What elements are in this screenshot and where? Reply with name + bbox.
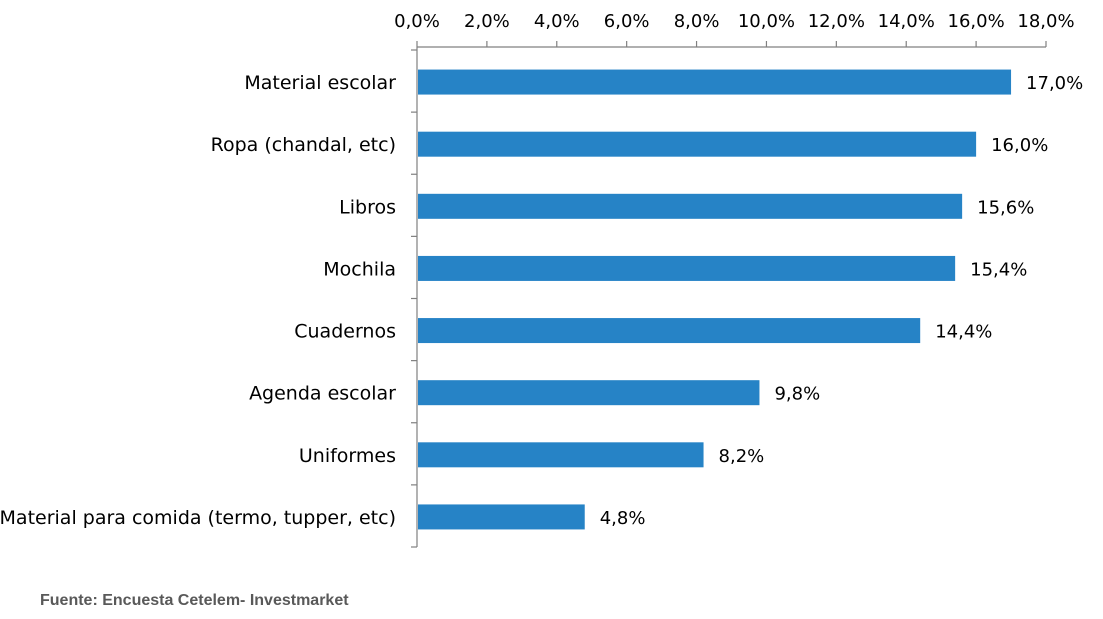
x-tick-label: 16,0% bbox=[948, 11, 1005, 32]
bar bbox=[418, 255, 956, 281]
x-tick-label: 8,0% bbox=[674, 11, 720, 32]
category-label: Mochila bbox=[323, 258, 396, 280]
data-label: 15,6% bbox=[977, 197, 1034, 218]
bar bbox=[418, 380, 760, 406]
labels-layer: 0,0% 2,0% 4,0% 6,0% 8,0% 10,0% 12,0% 14,0% 16,0%… bbox=[0, 11, 1083, 529]
axis-layer bbox=[411, 41, 1047, 548]
bars-layer bbox=[418, 69, 1012, 530]
x-tick-label: 0,0% bbox=[394, 11, 440, 32]
data-label: 15,4% bbox=[970, 259, 1027, 280]
source-note: Fuente: Encuesta Cetelem- Investmarket bbox=[40, 592, 349, 609]
category-label: Libros bbox=[339, 196, 396, 218]
category-label: Agenda escolar bbox=[249, 383, 396, 405]
bar-chart: 0,0% 2,0% 4,0% 6,0% 8,0% 10,0% 12,0% 14,0% 16,0%… bbox=[0, 11, 1083, 548]
category-label: Uniformes bbox=[299, 445, 396, 467]
category-label: Ropa (chandal, etc) bbox=[211, 134, 396, 156]
data-label: 4,8% bbox=[600, 508, 646, 529]
category-label: Material escolar bbox=[244, 72, 396, 94]
bar bbox=[418, 318, 921, 344]
bar bbox=[418, 442, 704, 468]
x-tick-label: 10,0% bbox=[738, 11, 795, 32]
data-label: 8,2% bbox=[719, 446, 765, 467]
data-label: 16,0% bbox=[991, 135, 1048, 156]
x-tick-label: 4,0% bbox=[534, 11, 580, 32]
x-tick-label: 2,0% bbox=[464, 11, 510, 32]
bar bbox=[418, 131, 977, 157]
bar bbox=[418, 504, 585, 530]
x-tick-label: 18,0% bbox=[1017, 11, 1074, 32]
category-label: Material para comida (termo, tupper, etc… bbox=[0, 507, 396, 529]
data-label: 17,0% bbox=[1026, 73, 1083, 94]
data-label: 9,8% bbox=[774, 384, 820, 405]
bar bbox=[418, 193, 963, 219]
x-tick-label: 6,0% bbox=[604, 11, 650, 32]
x-tick-label: 14,0% bbox=[878, 11, 935, 32]
bar bbox=[418, 69, 1012, 95]
data-label: 14,4% bbox=[935, 322, 992, 343]
category-label: Cuadernos bbox=[294, 321, 396, 343]
x-tick-label: 12,0% bbox=[808, 11, 865, 32]
